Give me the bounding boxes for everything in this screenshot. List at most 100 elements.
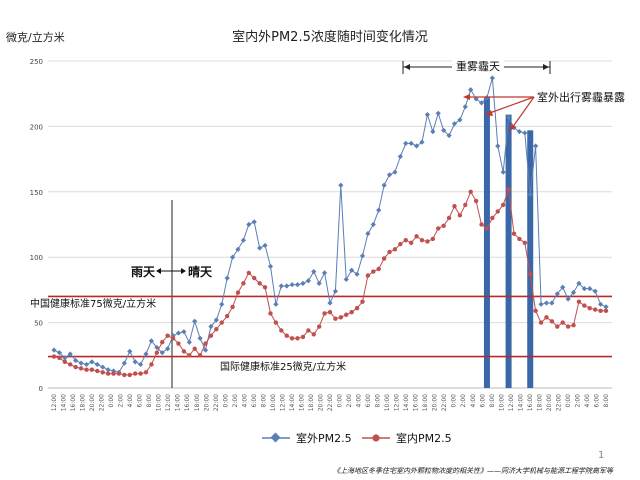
- outdoor-point: [278, 283, 284, 289]
- indoor-point: [371, 269, 376, 274]
- indoor-point: [365, 273, 371, 278]
- exposure-bars: [483, 97, 534, 389]
- legend-outdoor-label: 室外PM2.5: [296, 431, 352, 445]
- indoor-point: [322, 311, 327, 316]
- chart-title: 室内外PM2.5浓度随时间变化情况: [232, 29, 428, 45]
- outdoor-point: [597, 301, 604, 307]
- outdoor-point: [321, 270, 328, 276]
- outdoor-point: [78, 360, 84, 366]
- y-axis-label: 微克/立方米: [6, 30, 65, 44]
- indoor-point: [84, 367, 89, 372]
- outdoor-point: [565, 296, 571, 302]
- smog-bracket-left-arrow: [404, 64, 410, 70]
- indoor-point: [176, 341, 181, 346]
- x-tick-label: 20:00: [317, 394, 324, 411]
- indoor-point: [517, 236, 522, 242]
- x-tick-label: 18:00: [536, 394, 543, 411]
- indoor-point: [425, 239, 430, 244]
- x-tick-label: 20:00: [432, 394, 439, 411]
- outdoor-point: [181, 329, 187, 335]
- x-tick-label: 8:00: [489, 394, 496, 408]
- outdoor-point: [516, 129, 523, 135]
- exposure-pointer-3: [511, 96, 535, 129]
- outdoor-point: [592, 288, 598, 294]
- outdoor-point: [132, 359, 138, 365]
- outdoor-point: [148, 338, 155, 344]
- indoor-point: [154, 350, 160, 355]
- x-tick-label: 20:00: [89, 394, 96, 411]
- outdoor-point: [165, 346, 171, 352]
- indoor-line: [53, 189, 606, 376]
- outdoor-point: [505, 114, 512, 120]
- outdoor-point: [235, 246, 241, 252]
- outdoor-point: [127, 348, 133, 354]
- indoor-point: [490, 215, 495, 221]
- outdoor-point: [603, 304, 609, 310]
- x-tick-label: 2:00: [118, 394, 125, 408]
- x-tick-label: 16:00: [413, 394, 420, 411]
- y-tick-label: 50: [34, 320, 43, 328]
- y-tick-label: 200: [30, 123, 43, 131]
- x-tick-labels: 12:00 14:00 16:00 18:00 20:00 22:00 0:00 2:00 4:…: [51, 394, 610, 411]
- outdoor-point: [581, 285, 587, 292]
- indoor-point: [192, 346, 197, 351]
- outdoor-point: [273, 301, 279, 307]
- x-tick-label: 8:00: [603, 394, 610, 408]
- x-tick-label: 20:00: [203, 394, 210, 411]
- x-tick-label: 4:00: [356, 394, 363, 408]
- indoor-point: [122, 372, 127, 378]
- legend-indoor-marker: [372, 434, 380, 442]
- outdoor-point: [430, 129, 436, 135]
- x-tick-label: 12:00: [508, 394, 515, 411]
- indoor-point: [252, 275, 257, 281]
- indoor-point: [214, 326, 219, 332]
- outdoor-point: [143, 351, 149, 357]
- rain-arrow-head: [156, 268, 161, 274]
- indoor-point: [111, 371, 116, 376]
- exposure-bar: [527, 130, 534, 388]
- outdoor-point: [381, 182, 387, 188]
- x-tick-label: 20:00: [546, 394, 553, 411]
- indoor-point: [544, 315, 549, 320]
- smog-label-bg: [452, 58, 504, 74]
- outdoor-point: [527, 191, 533, 198]
- indoor-point: [549, 319, 555, 324]
- indoor-point: [522, 240, 528, 246]
- indoor-point: [127, 372, 132, 378]
- x-tick-label: 16:00: [184, 394, 191, 411]
- indoor-point: [484, 226, 490, 231]
- outdoor-point: [51, 347, 57, 353]
- x-tick-label: 16:00: [70, 394, 77, 411]
- indoor-point: [408, 240, 414, 246]
- indoor-point: [463, 202, 468, 208]
- outdoor-point: [468, 87, 474, 93]
- indoor-point: [51, 354, 57, 359]
- indoor-point: [560, 320, 565, 325]
- outdoor-point: [370, 221, 376, 228]
- indoor-point: [533, 308, 538, 314]
- indoor-point: [311, 332, 316, 337]
- indoor-point: [446, 215, 452, 221]
- exposure-bar: [505, 114, 512, 389]
- exposure-bar: [483, 97, 490, 389]
- indoor-point: [89, 367, 95, 372]
- indoor-point: [230, 304, 235, 310]
- outdoor-point: [240, 237, 247, 243]
- outdoor-point: [154, 344, 160, 351]
- outdoor-point: [543, 300, 550, 306]
- indoor-point: [316, 324, 322, 329]
- intl-standard-label: 国际健康标准25微克/立方米: [220, 360, 346, 373]
- outdoor-point: [208, 323, 214, 330]
- outdoor-point: [110, 368, 117, 374]
- x-tick-label: 0:00: [451, 394, 458, 408]
- series: [51, 75, 609, 378]
- x-tick-label: 12:00: [394, 394, 401, 411]
- outdoor-point: [192, 318, 198, 324]
- x-tick-label: 4:00: [584, 394, 591, 408]
- indoor-point: [587, 306, 592, 311]
- x-tick-label: 16:00: [298, 394, 305, 411]
- indoor-point: [203, 341, 208, 346]
- indoor-point: [273, 320, 279, 325]
- indoor-point: [241, 281, 246, 286]
